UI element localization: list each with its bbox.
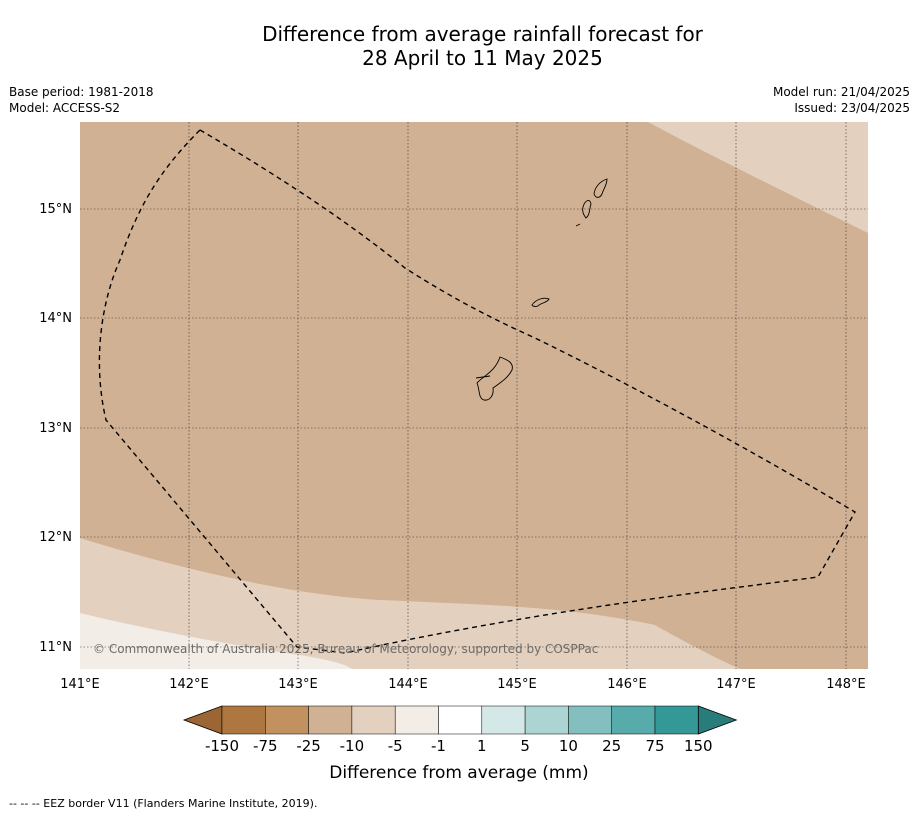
anomaly-band-bottom-lightest — [80, 613, 352, 669]
colorbar-tick-label: 10 — [559, 737, 578, 755]
colorbar-title: Difference from average (mm) — [329, 763, 588, 783]
colorbar-tick-label: -5 — [388, 737, 403, 755]
colorbar-segment — [568, 705, 612, 735]
colorbar-extend-low — [182, 705, 223, 735]
colorbar-segment — [654, 705, 699, 735]
colorbar-segment — [481, 705, 526, 735]
colorbar-segment — [394, 705, 439, 735]
lon-tick: 147°E — [716, 677, 756, 692]
meta-right: Model run: 21/04/2025 Issued: 23/04/2025 — [773, 84, 910, 116]
island-outlines — [475, 178, 608, 401]
colorbar-tick-label: 5 — [520, 737, 530, 755]
lon-tick: 148°E — [826, 677, 866, 692]
base-period: Base period: 1981-2018 — [9, 85, 154, 99]
lon-tick: 143°E — [278, 677, 318, 692]
colorbar-segment — [351, 705, 396, 735]
island-rota — [531, 297, 550, 307]
colorbar-extend-high — [697, 705, 738, 735]
colorbar-tick-label: 1 — [477, 737, 487, 755]
chart-title: Difference from average rainfall forecas… — [0, 22, 919, 70]
island-tinian — [582, 200, 592, 219]
lon-tick: 144°E — [388, 677, 428, 692]
issued-date: Issued: 23/04/2025 — [794, 101, 910, 115]
colorbar-tick-label: -1 — [431, 737, 446, 755]
island-saipan — [593, 178, 608, 198]
colorbar-tick-label: 150 — [684, 737, 713, 755]
island-aguijan — [575, 223, 581, 227]
model-run: Model run: 21/04/2025 — [772, 85, 910, 99]
lat-tick: 11°N — [39, 640, 72, 655]
colorbar-segment — [221, 705, 266, 735]
colorbar-tick-label: 75 — [645, 737, 664, 755]
island-guam — [476, 356, 513, 401]
lat-tick: 13°N — [39, 421, 72, 436]
colorbar-tick-label: -75 — [253, 737, 278, 755]
lat-tick: 15°N — [39, 202, 72, 217]
colorbar-labels: -150 -75 -25 -10 -5 -1 1 5 10 25 75 150 — [205, 737, 713, 755]
colorbar-tick-label: -25 — [296, 737, 321, 755]
lon-tick: 145°E — [497, 677, 537, 692]
model-name: Model: ACCESS-S2 — [9, 101, 121, 115]
island-guam-coast — [475, 375, 491, 379]
eez-border — [98, 129, 856, 654]
colorbar — [182, 705, 738, 735]
colorbar-segment — [265, 705, 309, 735]
graticule — [80, 122, 868, 669]
copyright-text: © Commonwealth of Australia 2025, Bureau… — [93, 642, 598, 656]
lon-tick-labels: 141°E 142°E 143°E 144°E 145°E 146°E 147°… — [60, 677, 866, 692]
map-area: © Commonwealth of Australia 2025, Bureau… — [80, 122, 868, 669]
title-line-1: Difference from average rainfall forecas… — [262, 22, 703, 46]
footnote-eez-source: -- -- -- EEZ border V11 (Flanders Marine… — [9, 797, 318, 810]
colorbar-segment — [524, 705, 569, 735]
colorbar-tick-label: 25 — [602, 737, 621, 755]
colorbar-segment — [308, 705, 353, 735]
colorbar-tick-label: -150 — [205, 737, 239, 755]
lat-tick-labels: 15°N 14°N 13°N 12°N 11°N — [39, 202, 72, 655]
anomaly-band-bottom — [80, 538, 740, 669]
colorbar-segment — [611, 705, 656, 735]
lat-tick: 12°N — [39, 530, 72, 545]
anomaly-band-top-right — [648, 122, 868, 233]
lon-tick: 146°E — [607, 677, 647, 692]
lon-tick: 141°E — [60, 677, 100, 692]
colorbar-segment — [438, 705, 483, 735]
colorbar-tick-label: -10 — [340, 737, 365, 755]
meta-left: Base period: 1981-2018 Model: ACCESS-S2 — [9, 84, 154, 116]
title-line-2: 28 April to 11 May 2025 — [362, 46, 603, 70]
lat-tick: 14°N — [39, 311, 72, 326]
lon-tick: 142°E — [169, 677, 209, 692]
